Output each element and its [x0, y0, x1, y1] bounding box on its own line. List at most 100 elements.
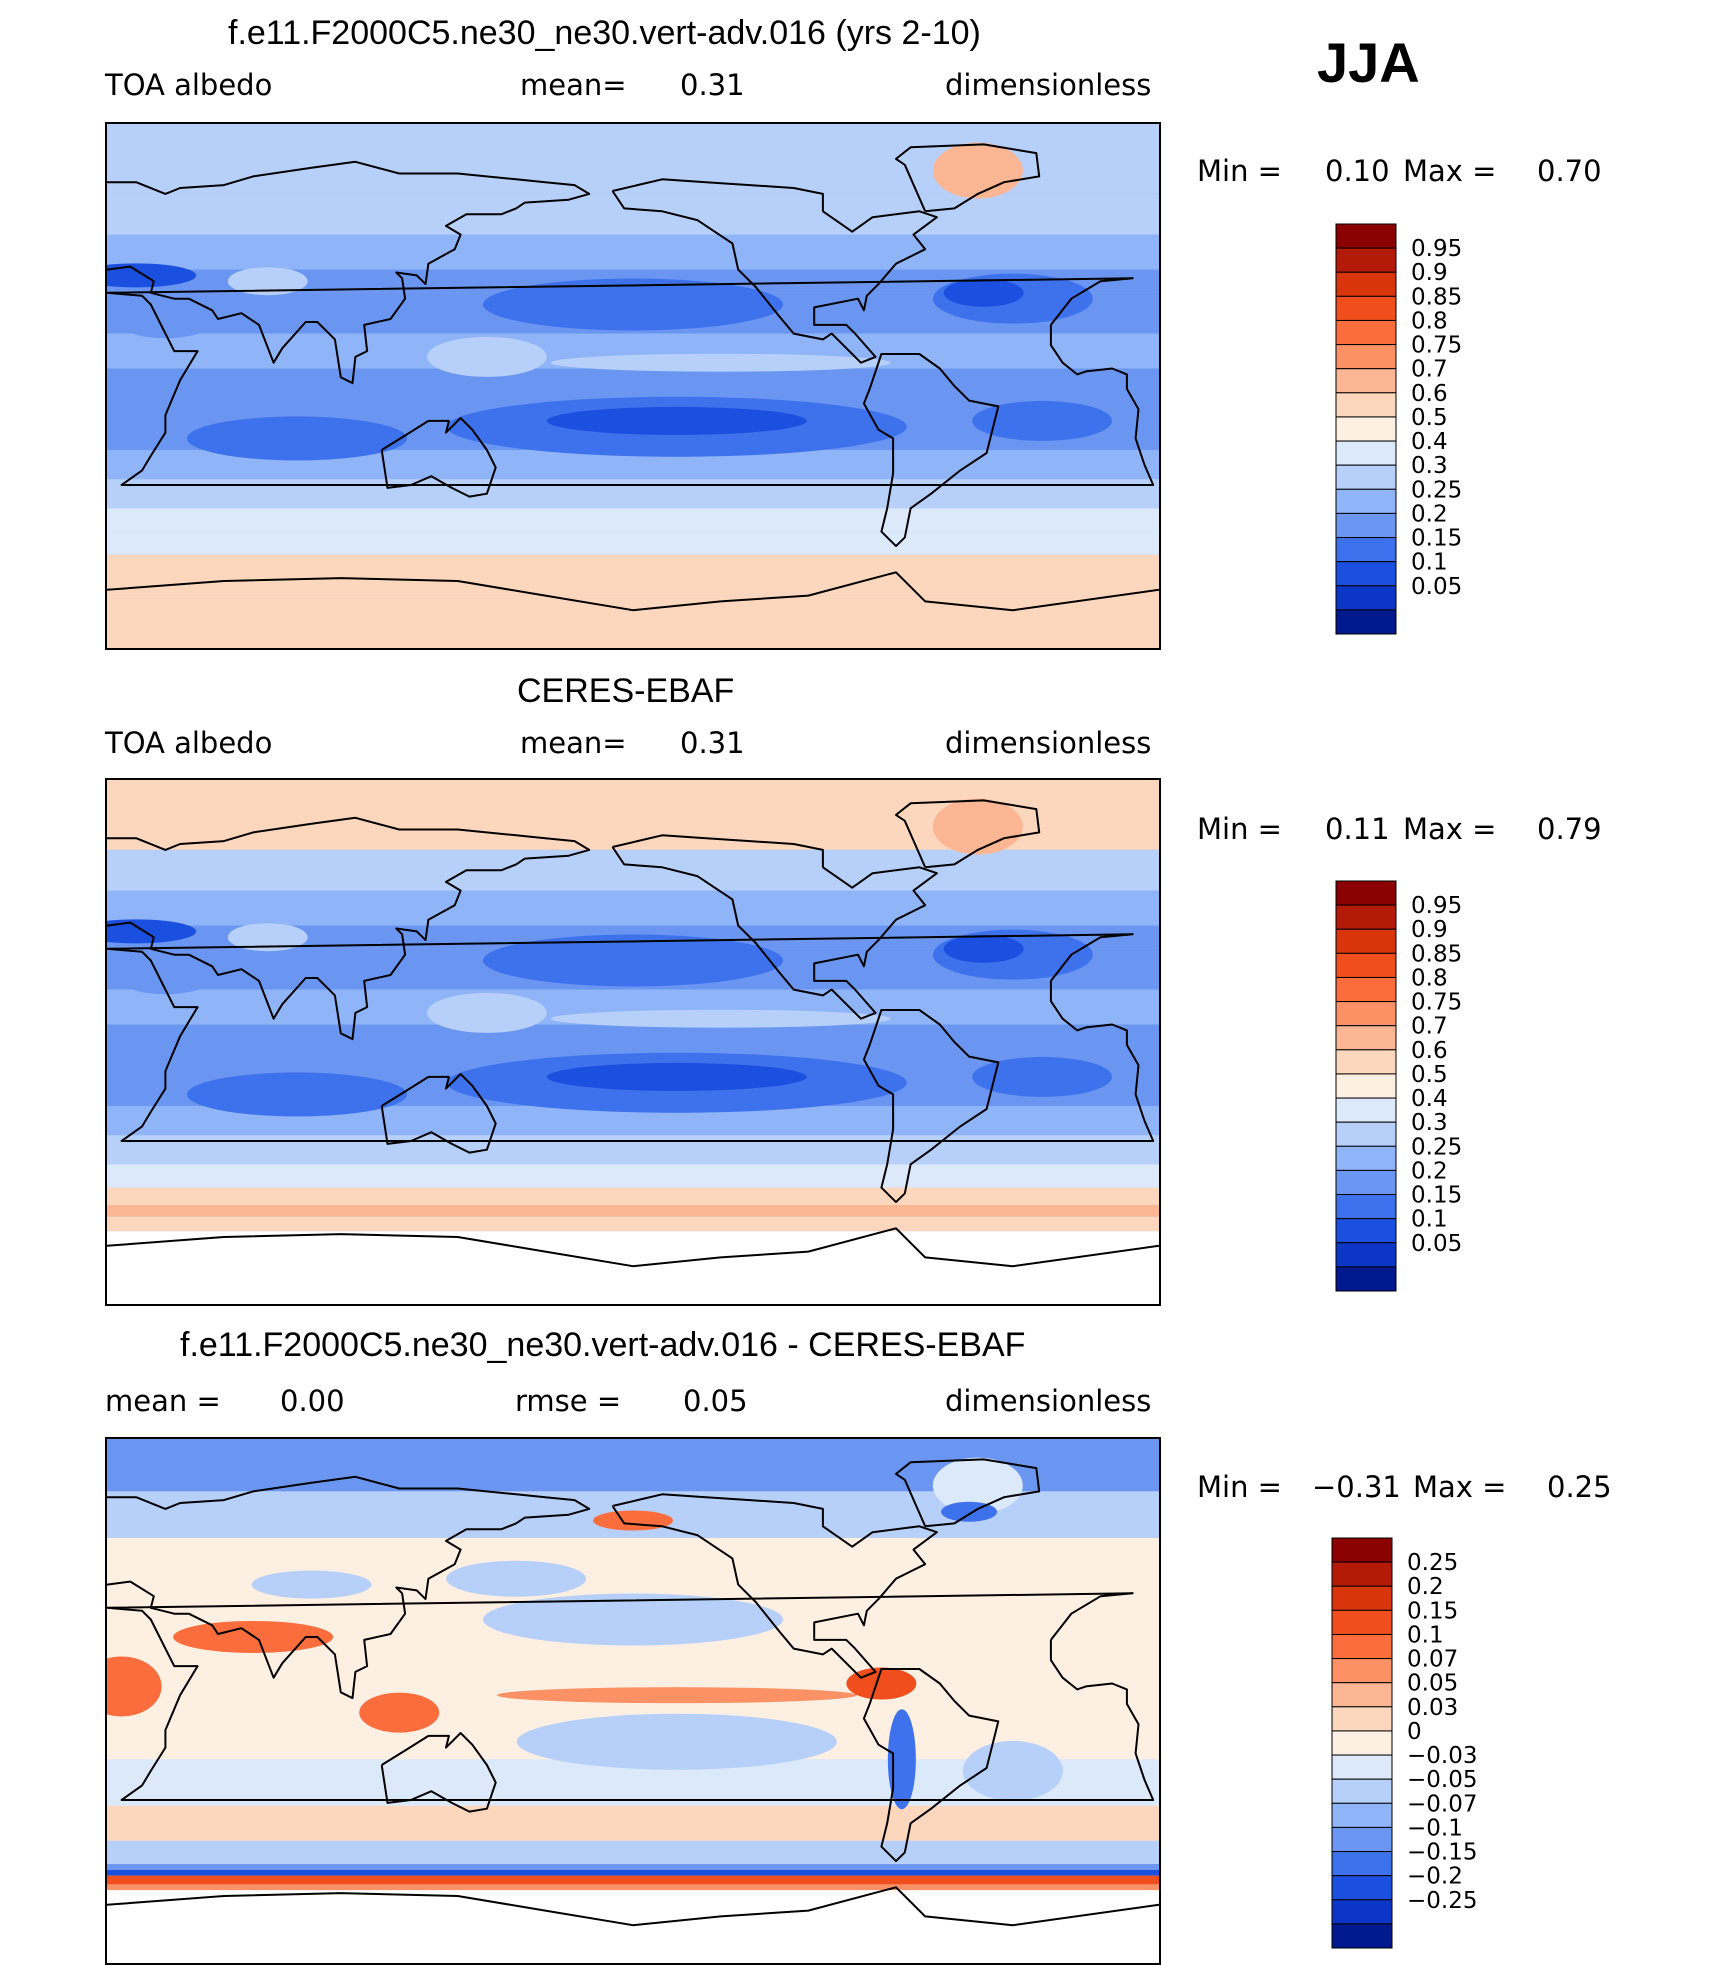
coastline — [611, 178, 938, 364]
colorbar-tick-label: 0.7 — [1411, 357, 1448, 383]
colorbar-tick-label: 0.2 — [1411, 501, 1448, 527]
panel2-colorbar: 0.95 0.9 0.85 0.8 0.75 0.7 0.6 0.5 0.4 0.3 0.25 0.2… — [1335, 880, 1505, 1298]
colorbar-swatch — [1335, 223, 1397, 249]
colorbar-tick-label: 0.1 — [1407, 1622, 1444, 1648]
colorbar-tick-label: 0.9 — [1411, 260, 1448, 286]
colorbar-swatch — [1331, 1682, 1393, 1708]
colorbar-tick-label: 0.15 — [1411, 1183, 1462, 1209]
colorbar-tick-label: −0.2 — [1407, 1864, 1463, 1890]
colorbar-tick-label: 0.2 — [1407, 1574, 1444, 1600]
coastline — [862, 1009, 1000, 1204]
contour-patch — [186, 416, 407, 461]
contour-patch — [110, 294, 221, 339]
colorbar-swatch — [1331, 1537, 1393, 1563]
contour-band — [107, 1231, 1159, 1304]
colorbar-swatch — [1335, 904, 1397, 930]
panel3-min-value: −0.31 — [1312, 1470, 1401, 1504]
colorbar-tick-label: 0.95 — [1411, 893, 1462, 919]
colorbar-swatch — [1335, 1145, 1397, 1171]
colorbar-tick-label: −0.25 — [1407, 1888, 1477, 1914]
colorbar-tick-label: 0 — [1407, 1719, 1422, 1745]
contour-patch — [962, 1740, 1063, 1801]
contour-patch — [483, 1593, 783, 1646]
panel1-min-label: Min = — [1197, 154, 1282, 188]
coastline — [611, 1493, 938, 1679]
colorbar-swatch — [1331, 1730, 1393, 1756]
contour-band — [107, 1869, 1159, 1876]
coastline — [895, 1458, 1041, 1528]
panel1-title: f.e11.F2000C5.ne30_ne30.vert-adv.016 (yr… — [228, 14, 981, 52]
panel1-max-label: Max = — [1403, 154, 1497, 188]
colorbar-tick-label: 0.03 — [1407, 1695, 1458, 1721]
contour-patch — [426, 992, 547, 1033]
colorbar-tick-label: 0.3 — [1411, 453, 1448, 479]
colorbar-swatch — [1335, 1242, 1397, 1268]
contour-patch — [972, 400, 1113, 441]
coastline — [895, 799, 1041, 869]
colorbar-tick-label: 0.8 — [1411, 965, 1448, 991]
colorbar-swatch — [1331, 1826, 1393, 1853]
colorbar-tick-label: 0.75 — [1411, 990, 1462, 1016]
colorbar-tick-label: 0.5 — [1411, 1062, 1448, 1088]
contour-band — [107, 193, 1159, 235]
contour-patch — [483, 278, 783, 331]
contour-patch — [227, 923, 308, 952]
contour-band — [107, 1884, 1159, 1891]
colorbar-tick-label: 0.15 — [1407, 1598, 1458, 1624]
colorbar-swatch — [1335, 609, 1397, 635]
colorbar-swatch — [1335, 1097, 1397, 1123]
panel2-title: CERES-EBAF — [517, 672, 735, 710]
panel3-map — [105, 1437, 1161, 1965]
panel3-units: dimensionless — [945, 1384, 1152, 1418]
contour-band — [107, 1890, 1159, 1963]
colorbar-swatch — [1331, 1658, 1393, 1684]
contour-patch — [516, 1713, 837, 1770]
contour-band — [107, 1205, 1159, 1217]
colorbar-swatch — [1335, 561, 1397, 587]
contour-band — [107, 849, 1159, 891]
contour-patch — [550, 353, 891, 372]
colorbar-tick-label: 0.1 — [1411, 1207, 1448, 1233]
contour-band — [107, 1164, 1159, 1188]
contour-band — [107, 890, 1159, 926]
colorbar-swatch — [1335, 880, 1397, 906]
colorbar-tick-label: 0.1 — [1411, 550, 1448, 576]
colorbar-tick-label: 0.2 — [1411, 1158, 1448, 1184]
contour-patch — [932, 142, 1023, 199]
colorbar-swatch — [1335, 1121, 1397, 1147]
contour-band — [107, 595, 1159, 648]
colorbar-tick-label: −0.05 — [1407, 1767, 1477, 1793]
colorbar-swatch — [1335, 464, 1397, 490]
coastline — [862, 353, 1000, 548]
colorbar-swatch — [1331, 1778, 1393, 1804]
colorbar-swatch — [1335, 1049, 1397, 1075]
coastline — [107, 1592, 1155, 1801]
colorbar-tick-label: −0.03 — [1407, 1743, 1477, 1769]
colorbar-swatch — [1335, 319, 1397, 346]
contour-patch — [110, 950, 221, 995]
colorbar-swatch — [1335, 1025, 1397, 1051]
contour-band — [107, 479, 1159, 509]
colorbar-swatch — [1335, 440, 1397, 466]
colorbar-tick-label: −0.15 — [1407, 1840, 1477, 1866]
coastline — [611, 834, 938, 1020]
colorbar-swatch — [1335, 928, 1397, 954]
colorbar-swatch — [1331, 1609, 1393, 1635]
contour-band — [107, 1805, 1159, 1841]
contour-patch — [107, 1656, 162, 1717]
panel1-max-value: 0.70 — [1537, 154, 1602, 188]
panel1-field-label: TOA albedo — [105, 68, 273, 102]
colorbar-tick-label: 0.05 — [1407, 1671, 1458, 1697]
panel2-mean-label: mean= — [520, 726, 627, 760]
contour-band — [107, 508, 1159, 532]
colorbar-swatch — [1335, 1194, 1397, 1220]
colorbar-swatch — [1331, 1561, 1393, 1587]
contour-patch — [359, 1692, 440, 1733]
colorbar-tick-label: −0.1 — [1407, 1815, 1463, 1841]
colorbar-tick-label: 0.4 — [1411, 1086, 1448, 1112]
colorbar-tick-label: 0.25 — [1411, 477, 1462, 503]
colorbar-swatch — [1331, 1585, 1393, 1611]
colorbar-swatch — [1331, 1706, 1393, 1732]
colorbar-tick-label: 0.95 — [1411, 236, 1462, 262]
colorbar-swatch — [1331, 1802, 1393, 1828]
